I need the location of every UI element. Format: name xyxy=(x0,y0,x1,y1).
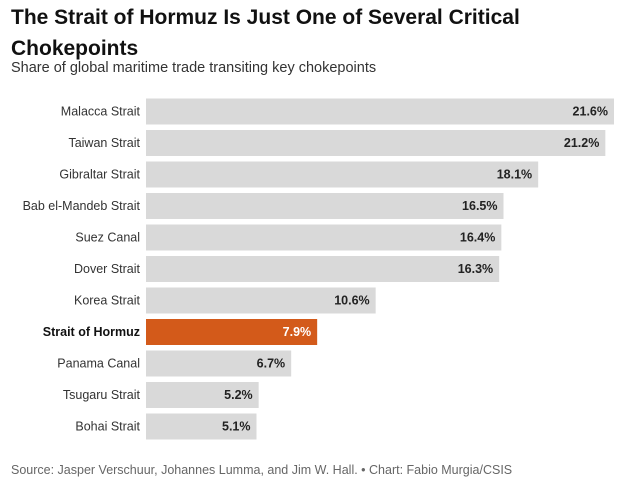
bar xyxy=(146,224,502,251)
bar xyxy=(146,287,376,314)
bar xyxy=(146,98,614,125)
value-label: 5.2% xyxy=(224,388,253,402)
category-label: Dover Strait xyxy=(74,262,141,276)
bar-chart: Malacca Strait 21.6% Taiwan Strait 21.2% Gib… xyxy=(23,98,614,440)
bar xyxy=(146,413,257,440)
category-label: Gibraltar Strait xyxy=(59,168,140,182)
category-label: Suez Canal xyxy=(75,231,140,245)
category-label: Bab el-Mandeb Strait xyxy=(23,199,141,213)
category-label: Tsugaru Strait xyxy=(63,388,141,402)
bar xyxy=(146,382,259,408)
bar xyxy=(146,256,500,282)
category-label: Strait of Hormuz xyxy=(43,325,140,339)
category-label: Malacca Strait xyxy=(61,105,141,119)
value-label: 5.1% xyxy=(222,420,251,434)
value-label: 10.6% xyxy=(334,294,369,308)
value-label: 16.3% xyxy=(458,262,493,276)
bar xyxy=(146,193,504,219)
category-label: Taiwan Strait xyxy=(68,136,140,150)
value-label: 6.7% xyxy=(257,357,286,371)
bar xyxy=(146,350,292,377)
value-label: 21.6% xyxy=(573,105,608,119)
category-label: Bohai Strait xyxy=(75,420,140,434)
value-label: 18.1% xyxy=(497,168,532,182)
source-note: Source: Jasper Verschuur, Johannes Lumma… xyxy=(11,463,513,477)
value-label: 21.2% xyxy=(564,136,599,150)
value-label: 7.9% xyxy=(283,325,312,339)
chart-subtitle: Share of global maritime trade transitin… xyxy=(11,60,377,76)
bar xyxy=(146,161,539,188)
value-label: 16.5% xyxy=(462,199,497,213)
bar xyxy=(146,130,606,156)
value-label: 16.4% xyxy=(460,231,495,245)
bar-highlight xyxy=(146,319,318,345)
category-label: Korea Strait xyxy=(74,294,141,308)
category-label: Panama Canal xyxy=(57,357,140,371)
chart-title: The Strait of Hormuz Is Just One of Seve… xyxy=(11,6,520,60)
